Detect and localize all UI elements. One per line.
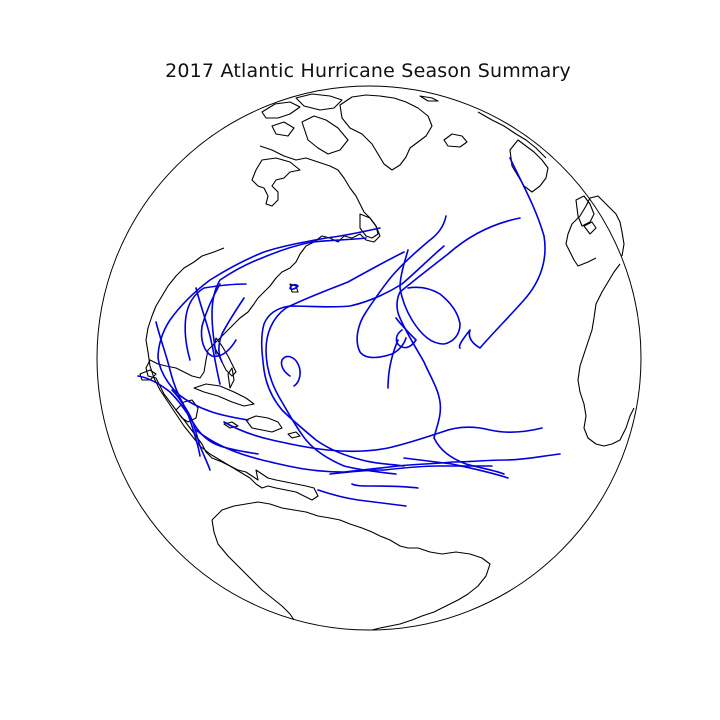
storm-track bbox=[280, 355, 301, 387]
north-america-outline bbox=[145, 145, 381, 501]
south-america-outline bbox=[211, 501, 491, 631]
storm-track bbox=[458, 157, 546, 349]
storm-track bbox=[137, 375, 259, 455]
ireland-outline bbox=[583, 221, 597, 235]
map-title: 2017 Atlantic Hurricane Season Summary bbox=[165, 60, 571, 82]
storm-track bbox=[171, 389, 201, 457]
arctic-island-outline bbox=[301, 115, 349, 155]
storm-track bbox=[289, 283, 299, 291]
storm-track bbox=[218, 297, 245, 363]
storm-track bbox=[211, 237, 367, 355]
storm-track bbox=[387, 339, 399, 389]
hispaniola-outline bbox=[245, 415, 283, 433]
storm-track bbox=[200, 283, 237, 358]
europe-outline bbox=[565, 195, 625, 267]
gulf-coast-outline bbox=[139, 369, 157, 381]
newfoundland-outline bbox=[359, 213, 379, 239]
arctic-island-outline bbox=[261, 101, 301, 119]
globe-outline bbox=[96, 85, 642, 631]
landmasses bbox=[139, 93, 635, 631]
storm-track bbox=[195, 429, 561, 473]
storm-tracks bbox=[137, 157, 561, 507]
storm-track bbox=[195, 287, 221, 385]
arctic-island-outline bbox=[419, 95, 439, 102]
iceland-outline bbox=[443, 133, 468, 148]
storm-track bbox=[396, 217, 521, 475]
norway-coast-outline bbox=[477, 111, 547, 159]
storm-track bbox=[155, 321, 211, 471]
storm-track bbox=[317, 489, 407, 507]
hudson-bay-outline bbox=[251, 157, 301, 207]
storm-track bbox=[403, 457, 509, 479]
arctic-island-outline bbox=[271, 121, 295, 137]
west-coast-outline bbox=[145, 247, 257, 485]
arctic-island-outline bbox=[295, 93, 343, 111]
cuba-outline bbox=[193, 383, 255, 407]
south-america-west-outline bbox=[211, 519, 295, 621]
storm-track bbox=[329, 465, 493, 475]
storm-track bbox=[184, 283, 247, 361]
bahamas-outline bbox=[227, 367, 235, 389]
british-isles-outline bbox=[575, 195, 595, 227]
storm-track bbox=[157, 227, 381, 421]
storm-track bbox=[356, 215, 447, 359]
storm-track bbox=[260, 245, 445, 467]
storm-track bbox=[223, 421, 543, 453]
storm-track bbox=[351, 483, 419, 489]
greenland-outline bbox=[339, 94, 433, 171]
puerto-rico-outline bbox=[287, 431, 301, 439]
yucatan-outline bbox=[175, 399, 199, 423]
jamaica-outline bbox=[223, 421, 239, 429]
africa-outline bbox=[577, 263, 635, 447]
storm-track bbox=[399, 249, 461, 345]
storm-track bbox=[395, 317, 417, 349]
storm-track bbox=[265, 251, 405, 475]
